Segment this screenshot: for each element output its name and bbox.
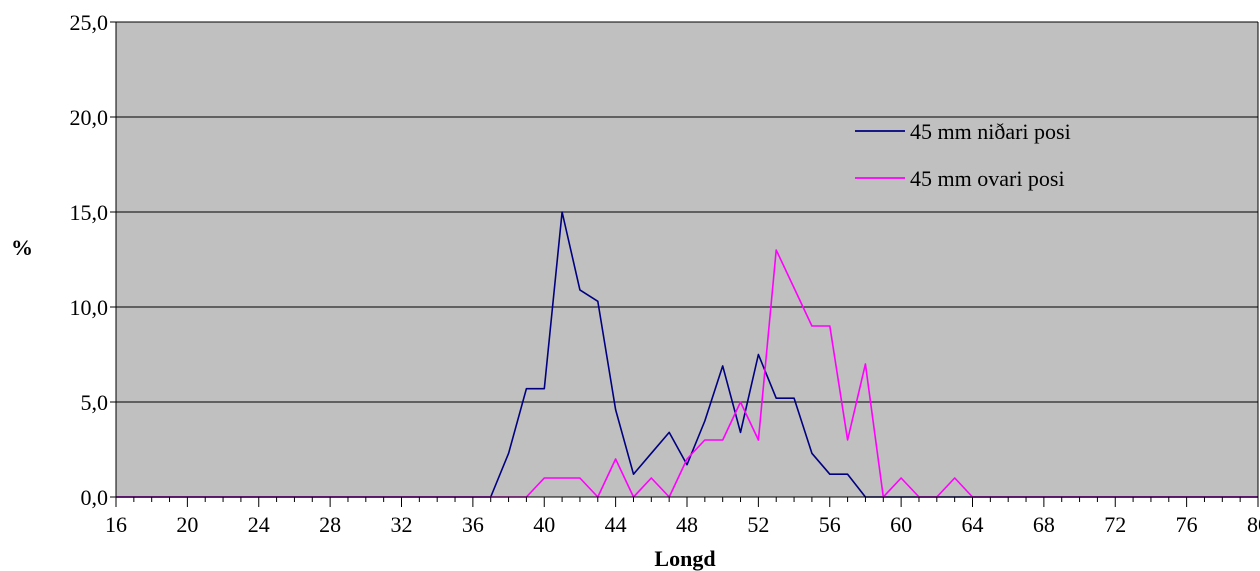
y-axis-title: % [11,235,33,260]
y-tick-label: 15,0 [70,200,109,225]
y-axis-tick-labels: 0,0 5,0 10,0 15,0 20,0 25,0 [70,10,109,510]
x-tick-label: 80 [1247,512,1260,537]
y-tick-label: 0,0 [81,485,109,510]
x-tick-label: 36 [462,512,484,537]
x-tick-label: 52 [747,512,769,537]
legend-label-1: 45 mm niðari posi [910,119,1071,144]
x-tick-label: 20 [176,512,198,537]
x-tick-label: 48 [676,512,698,537]
x-tick-label: 32 [391,512,413,537]
x-tick-label: 76 [1176,512,1198,537]
x-axis-title: Longd [654,546,715,571]
x-tick-label: 68 [1033,512,1055,537]
y-tick-label: 5,0 [81,390,109,415]
x-tick-label: 72 [1104,512,1126,537]
y-tick-label: 10,0 [70,295,109,320]
x-tick-label: 64 [962,512,984,537]
x-tick-label: 24 [248,512,270,537]
x-tick-label: 40 [533,512,555,537]
x-tick-label: 56 [819,512,841,537]
x-axis-tick-labels: 16 20 24 28 32 36 40 44 48 52 56 60 64 68 72 76 80 [105,512,1260,537]
plot-area [116,22,1258,497]
axes [110,21,1259,507]
legend-label-2: 45 mm ovari posi [910,166,1065,191]
y-tick-label: 25,0 [70,10,109,35]
x-tick-label: 16 [105,512,127,537]
x-tick-label: 28 [319,512,341,537]
x-tick-label: 44 [605,512,627,537]
y-tick-label: 20,0 [70,105,109,130]
legend: 45 mm niðari posi 45 mm ovari posi [855,119,1071,191]
x-tick-label: 60 [890,512,912,537]
